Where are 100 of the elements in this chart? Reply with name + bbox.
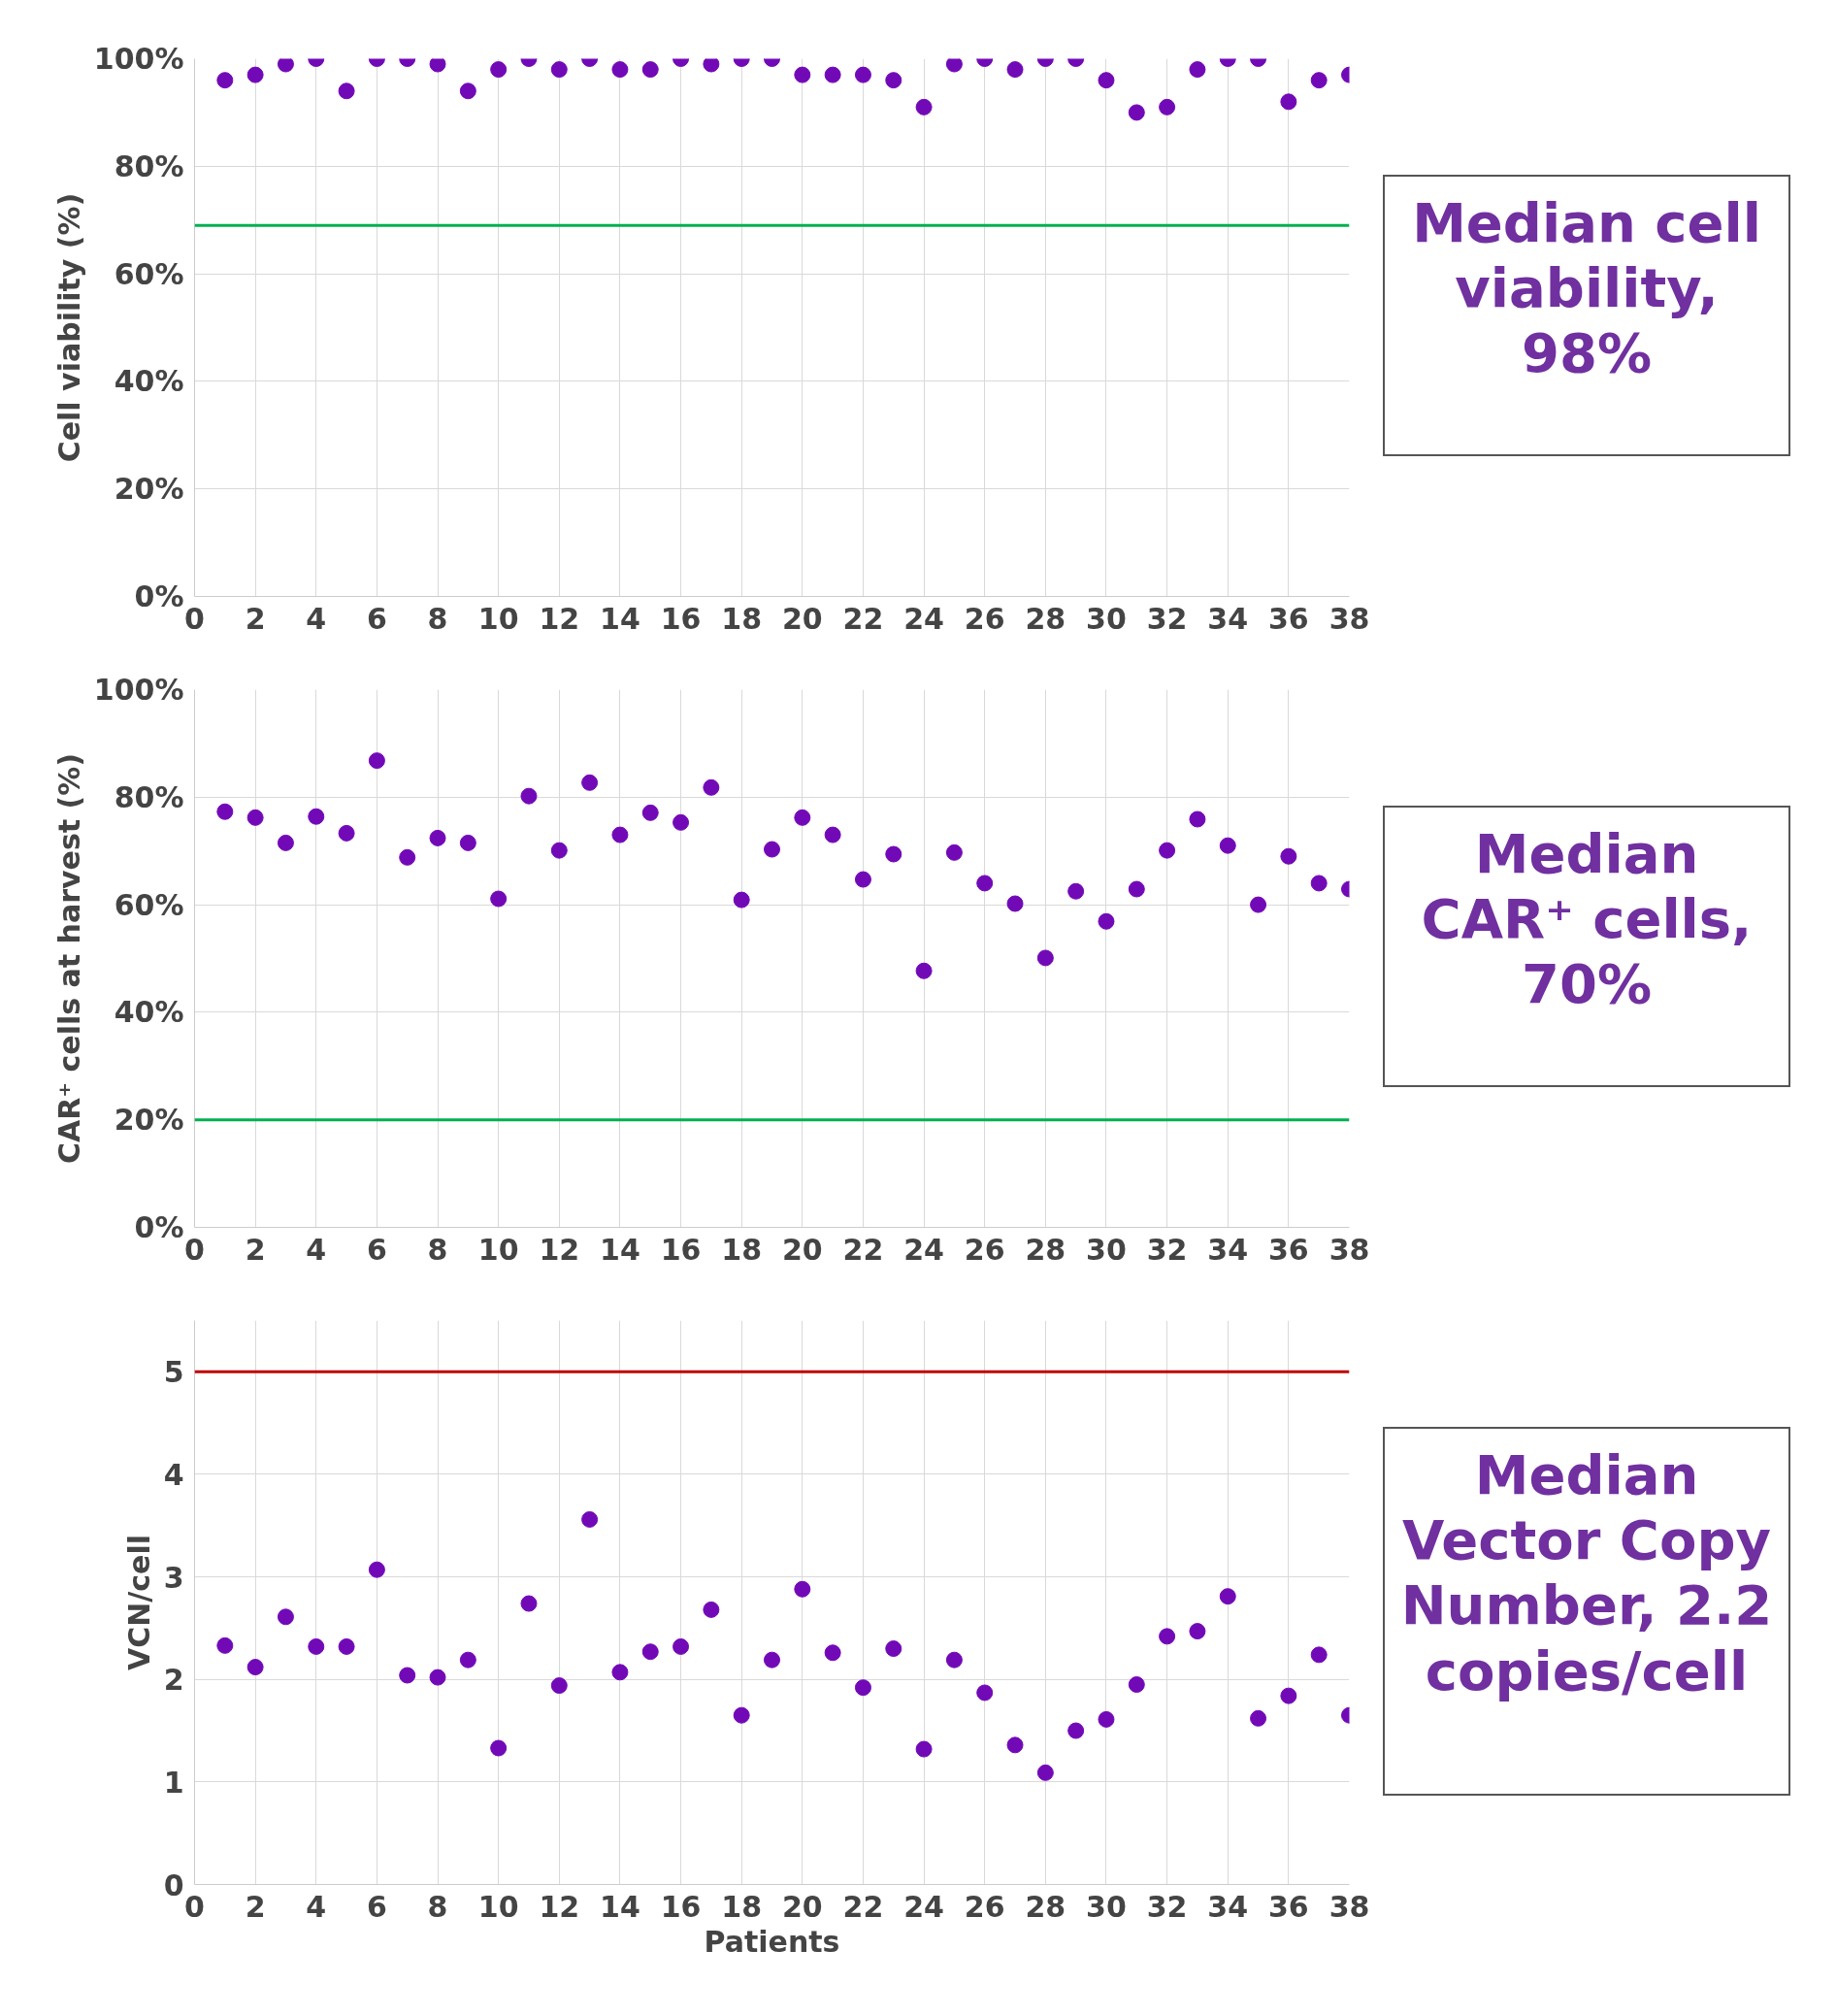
- point: [1159, 1628, 1176, 1645]
- x-tick-label: 12: [539, 1232, 580, 1267]
- x-tick-label: 28: [1025, 1232, 1066, 1267]
- y-axis-title: Cell viability (%): [51, 192, 86, 463]
- x-tick-label: 26: [964, 601, 1005, 636]
- y-tick-label: 1: [163, 1765, 184, 1800]
- point: [308, 1637, 325, 1655]
- x-tick-label: 38: [1329, 1889, 1370, 1924]
- y-tick-label: 20%: [114, 1103, 184, 1138]
- x-tick-label: 32: [1146, 601, 1188, 636]
- point: [672, 813, 690, 831]
- point: [429, 829, 446, 846]
- x-tick-label: 2: [245, 1889, 266, 1924]
- x-tick-label: 24: [903, 1232, 944, 1267]
- point: [581, 774, 599, 791]
- point: [703, 1601, 720, 1618]
- x-tick-label: 28: [1025, 601, 1066, 636]
- x-tick-label: 2: [245, 1232, 266, 1267]
- point: [277, 1608, 294, 1626]
- text: Median CAR⁺ cells, 70%: [1420, 821, 1754, 1017]
- point: [945, 1651, 963, 1669]
- point: [490, 1739, 508, 1757]
- x-tick-label: 34: [1207, 1232, 1249, 1267]
- x-tick-label: 12: [539, 601, 580, 636]
- point: [520, 1595, 538, 1612]
- point: [216, 1636, 234, 1654]
- x-tick-label: 4: [306, 1889, 327, 1924]
- point: [703, 778, 720, 796]
- point: [824, 826, 841, 843]
- x-tick-label: 24: [903, 1889, 944, 1924]
- x-axis-title: Patients: [704, 1924, 840, 1959]
- x-tick-label: 34: [1207, 1889, 1249, 1924]
- x-tick-label: 10: [477, 1232, 519, 1267]
- x-tick-label: 36: [1267, 601, 1309, 636]
- point: [1250, 896, 1267, 913]
- x-tick-label: 18: [721, 601, 763, 636]
- point: [733, 1706, 750, 1724]
- point: [976, 875, 994, 892]
- point: [459, 834, 476, 851]
- x-tick-label: 30: [1086, 1889, 1127, 1924]
- point: [915, 1740, 933, 1758]
- y-axis-title: CAR⁺ cells at harvest (%): [51, 752, 86, 1165]
- point: [764, 841, 780, 858]
- y-tick-label: 60%: [114, 887, 184, 922]
- point: [733, 891, 750, 909]
- point: [338, 824, 355, 842]
- x-tick-label: 18: [721, 1889, 763, 1924]
- x-tick-label: 6: [366, 1889, 387, 1924]
- y-tick-label: 0: [163, 1867, 184, 1902]
- point: [1006, 895, 1024, 912]
- point: [885, 845, 902, 863]
- y-tick-label: 0%: [134, 579, 184, 613]
- point: [976, 1684, 994, 1702]
- text: Median Vector Copy Number, 2.2 copies/cell: [1399, 1442, 1774, 1703]
- point: [550, 842, 568, 859]
- x-tick-label: 22: [842, 601, 884, 636]
- x-tick-label: 22: [842, 1889, 884, 1924]
- point: [885, 1640, 902, 1658]
- point: [915, 962, 933, 979]
- point: [399, 848, 416, 866]
- point: [490, 890, 508, 908]
- y-tick-label: 80%: [114, 779, 184, 814]
- point: [1219, 837, 1236, 854]
- point: [1280, 1687, 1297, 1704]
- point: [1098, 912, 1115, 930]
- point: [854, 871, 871, 888]
- x-tick-label: 20: [781, 1232, 823, 1267]
- x-tick-label: 18: [721, 1232, 763, 1267]
- x-tick-label: 14: [600, 1889, 640, 1924]
- point: [1219, 1588, 1236, 1605]
- point: [308, 808, 325, 825]
- point: [794, 809, 811, 826]
- x-tick-label: 2: [245, 601, 266, 636]
- point: [1098, 1710, 1115, 1728]
- y-tick-label: 60%: [114, 256, 184, 291]
- point: [1036, 949, 1054, 967]
- point: [246, 1659, 264, 1676]
- point: [1310, 875, 1328, 892]
- x-tick-label: 8: [427, 1232, 448, 1267]
- x-tick-label: 36: [1267, 1232, 1309, 1267]
- x-tick-label: 4: [306, 601, 327, 636]
- x-tick-label: 6: [366, 1232, 387, 1267]
- point: [520, 787, 538, 805]
- y-tick-label: 4: [163, 1457, 184, 1492]
- x-tick-label: 16: [660, 601, 702, 636]
- x-tick-label: 38: [1329, 1232, 1370, 1267]
- point: [550, 1677, 568, 1695]
- y-tick-label: 80%: [114, 149, 184, 183]
- x-tick-label: 28: [1025, 1889, 1066, 1924]
- x-tick-label: 10: [477, 601, 519, 636]
- point: [611, 826, 629, 843]
- x-tick-label: 32: [1146, 1889, 1188, 1924]
- point: [581, 1510, 599, 1528]
- x-tick-label: 20: [781, 601, 823, 636]
- y-tick-label: 20%: [114, 472, 184, 507]
- y-tick-label: 40%: [114, 995, 184, 1030]
- point: [1280, 847, 1297, 865]
- point: [459, 1651, 476, 1669]
- y-tick-label: 40%: [114, 364, 184, 399]
- point: [672, 1637, 690, 1655]
